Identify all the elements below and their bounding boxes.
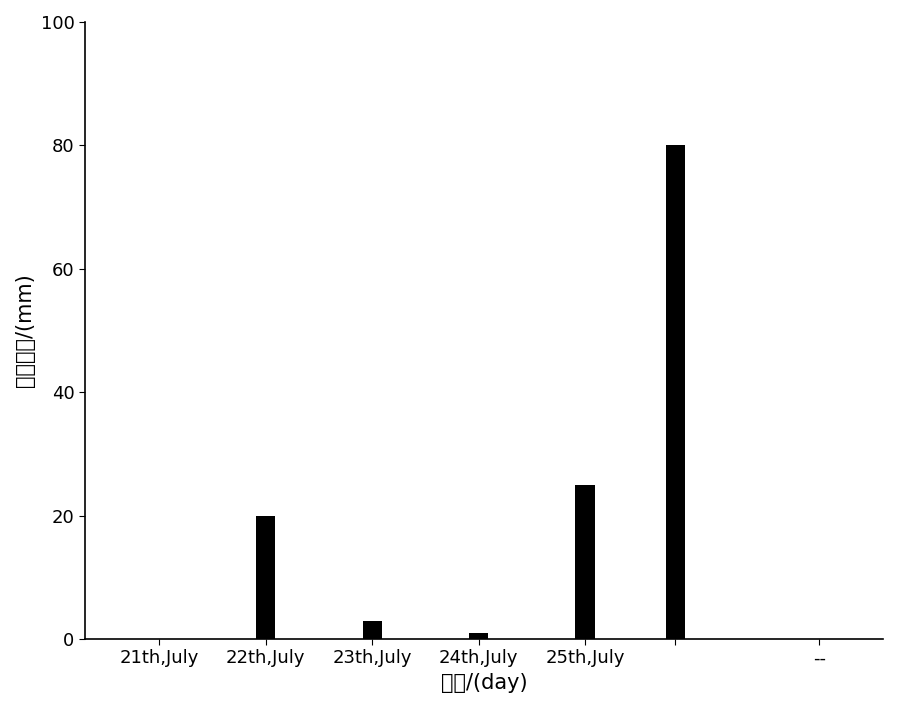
Y-axis label: 日降雨量/(mm): 日降雨量/(mm) [15,273,35,387]
Bar [666,145,685,639]
Bar [363,620,382,639]
Bar [576,485,594,639]
Bar [256,515,276,639]
Bar [469,633,489,639]
X-axis label: 时间/(day): 时间/(day) [441,673,527,693]
